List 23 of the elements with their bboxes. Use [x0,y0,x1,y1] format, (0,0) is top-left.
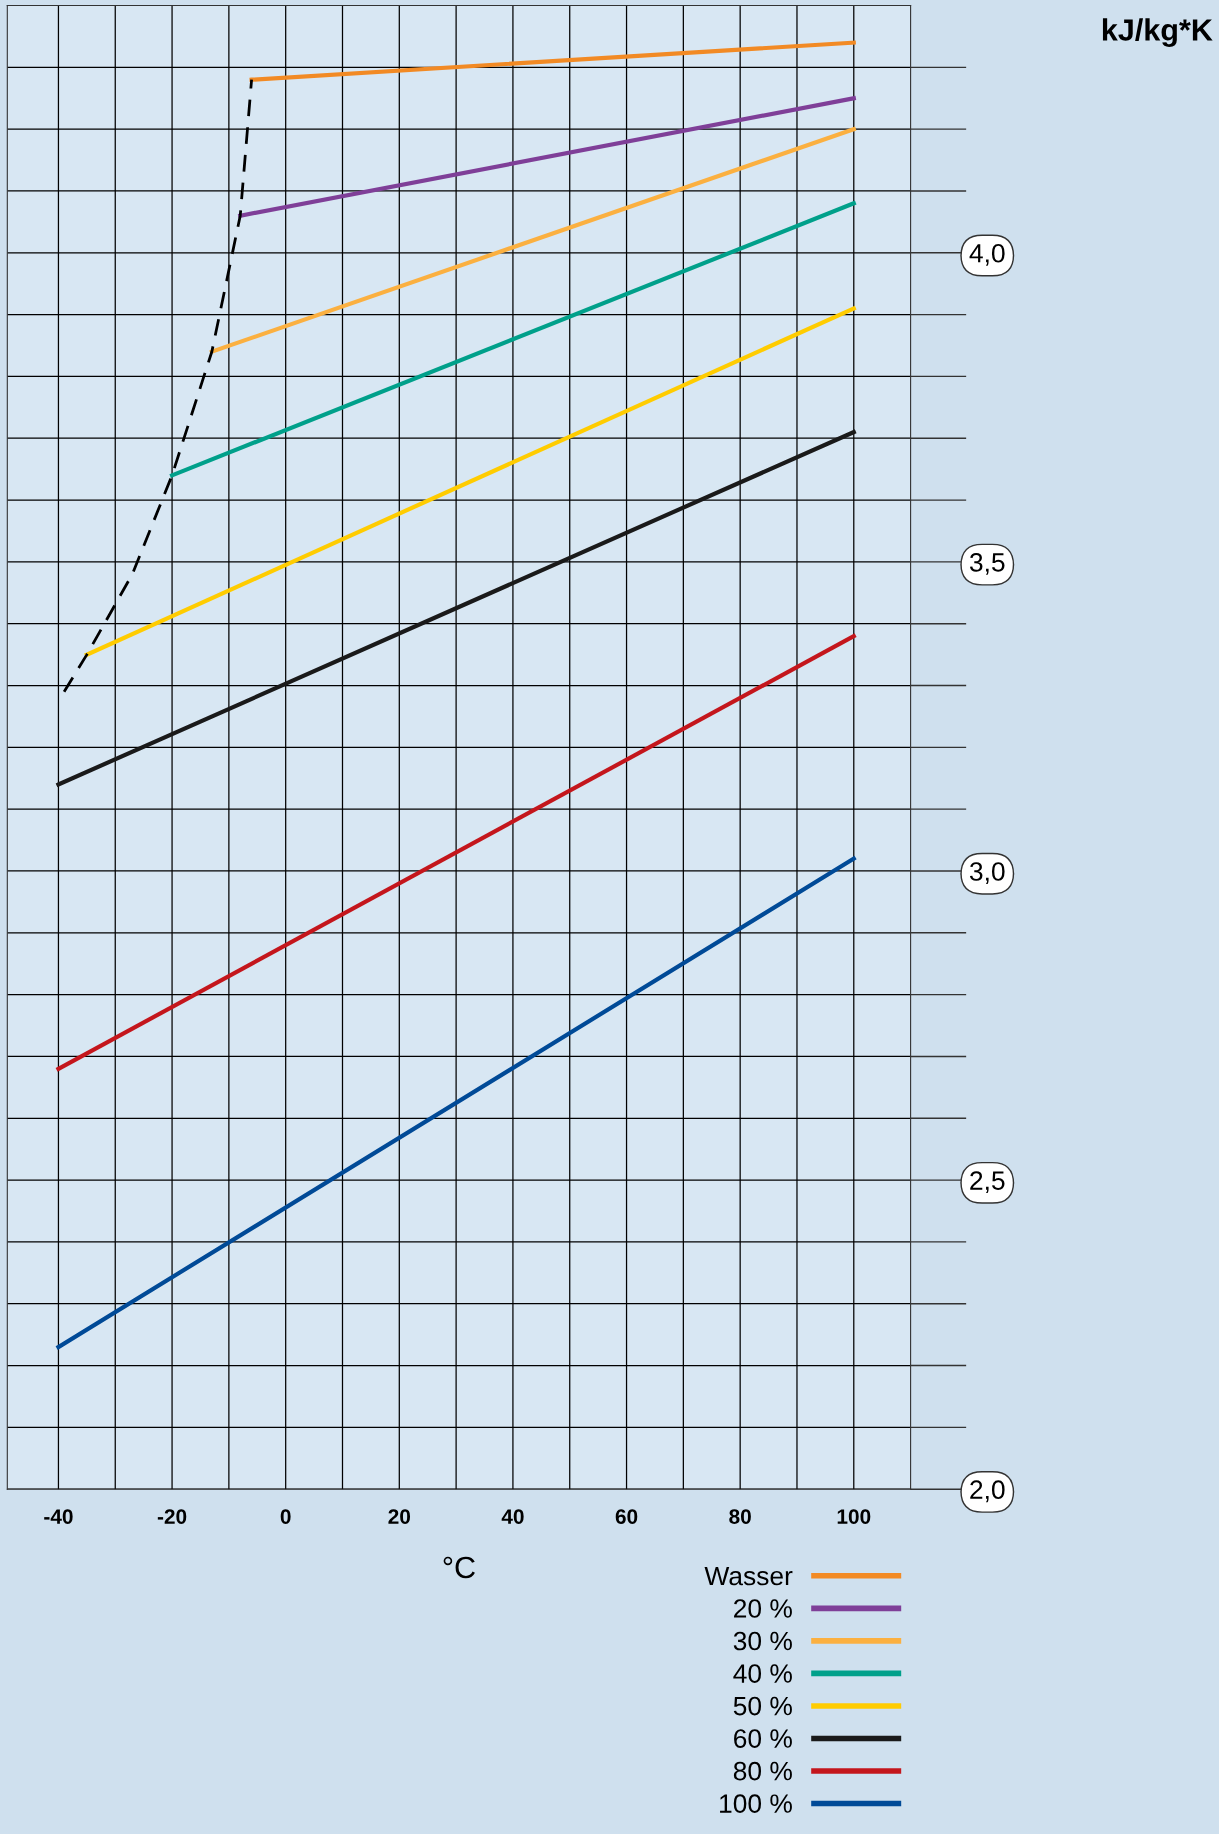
legend-label: 50 % [733,1696,792,1716]
y-axis-title: kJ/kg*K [1102,18,1213,47]
x-tick-label: 0 [280,1509,291,1524]
y-tick-label: 3,0 [969,862,1005,884]
legend-label: 30 % [733,1631,792,1651]
y-tick-label: 4,0 [969,243,1005,266]
legend-label: 80 % [733,1761,792,1781]
x-tick-label: 80 [729,1509,751,1524]
y-tick-label: 2,5 [970,1171,1005,1194]
x-tick-label: -20 [157,1509,187,1524]
legend-label: 100 % [720,1794,792,1813]
x-tick-label: 100 [837,1509,871,1524]
y-tick-label: 3,5 [969,553,1005,575]
legend-label: 60 % [734,1729,792,1748]
x-tick-label: 40 [501,1509,524,1524]
y-tick-label: 2,0 [970,1480,1005,1503]
x-axis-title: °C [443,1556,475,1579]
x-tick-label: 60 [615,1509,638,1524]
legend-label: Wasser [704,1566,793,1586]
legend-label: 40 % [733,1664,792,1683]
legend-label: 20 % [734,1599,792,1618]
x-tick-label: -40 [44,1509,73,1524]
x-tick-label: 20 [388,1509,411,1524]
